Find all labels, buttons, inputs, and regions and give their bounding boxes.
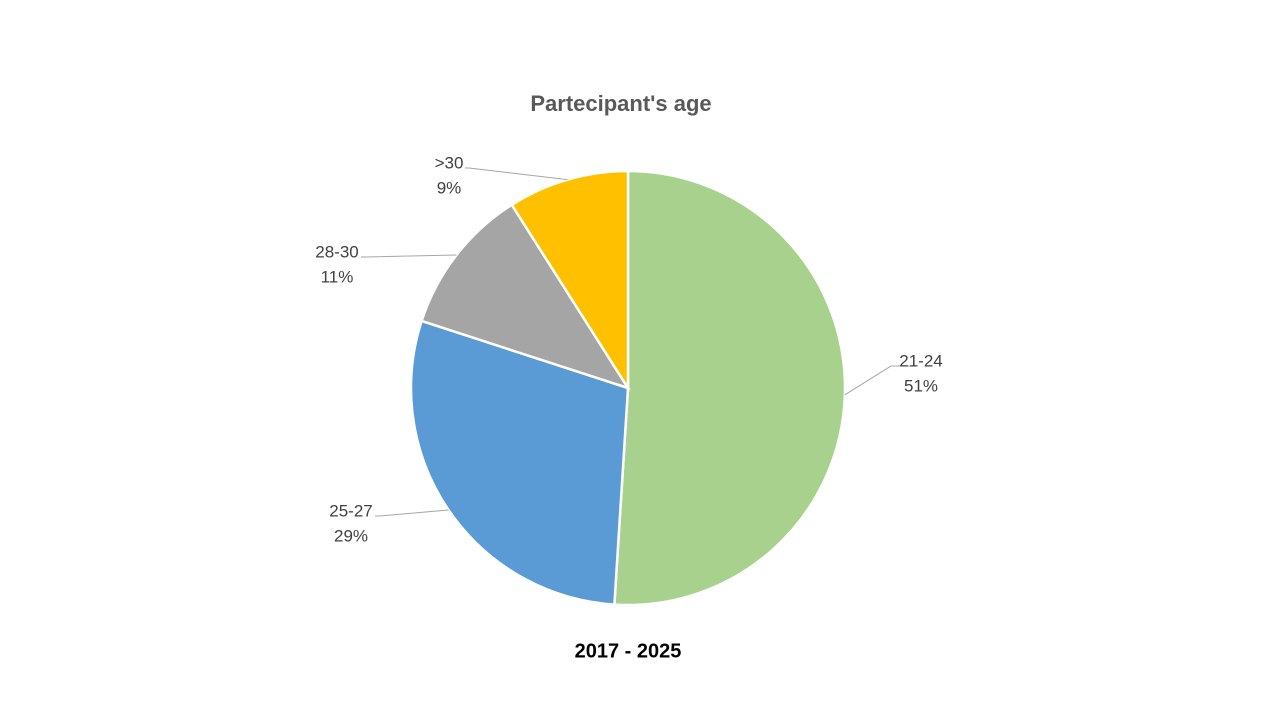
data-label-value: 9% <box>437 178 462 197</box>
data-label-value: 51% <box>904 376 938 395</box>
pie-slice <box>613 169 847 607</box>
leader-line <box>361 254 457 258</box>
chart-subtitle: 2017 - 2025 <box>575 640 682 662</box>
data-label-category: 25-27 <box>329 501 372 520</box>
data-label-value: 29% <box>334 526 368 545</box>
leader-line <box>844 365 917 396</box>
pie-slice <box>510 169 630 393</box>
pie-slice <box>420 203 631 391</box>
leader-line <box>465 167 568 181</box>
pie-slice <box>409 319 630 606</box>
data-label-category: 21-24 <box>899 351 942 370</box>
data-label-category: >30 <box>435 153 464 172</box>
data-label-value: 11% <box>321 267 354 286</box>
leader-line <box>375 509 449 517</box>
data-label-category: 28-30 <box>315 242 358 261</box>
chart-title: Partecipant's age <box>530 91 711 116</box>
